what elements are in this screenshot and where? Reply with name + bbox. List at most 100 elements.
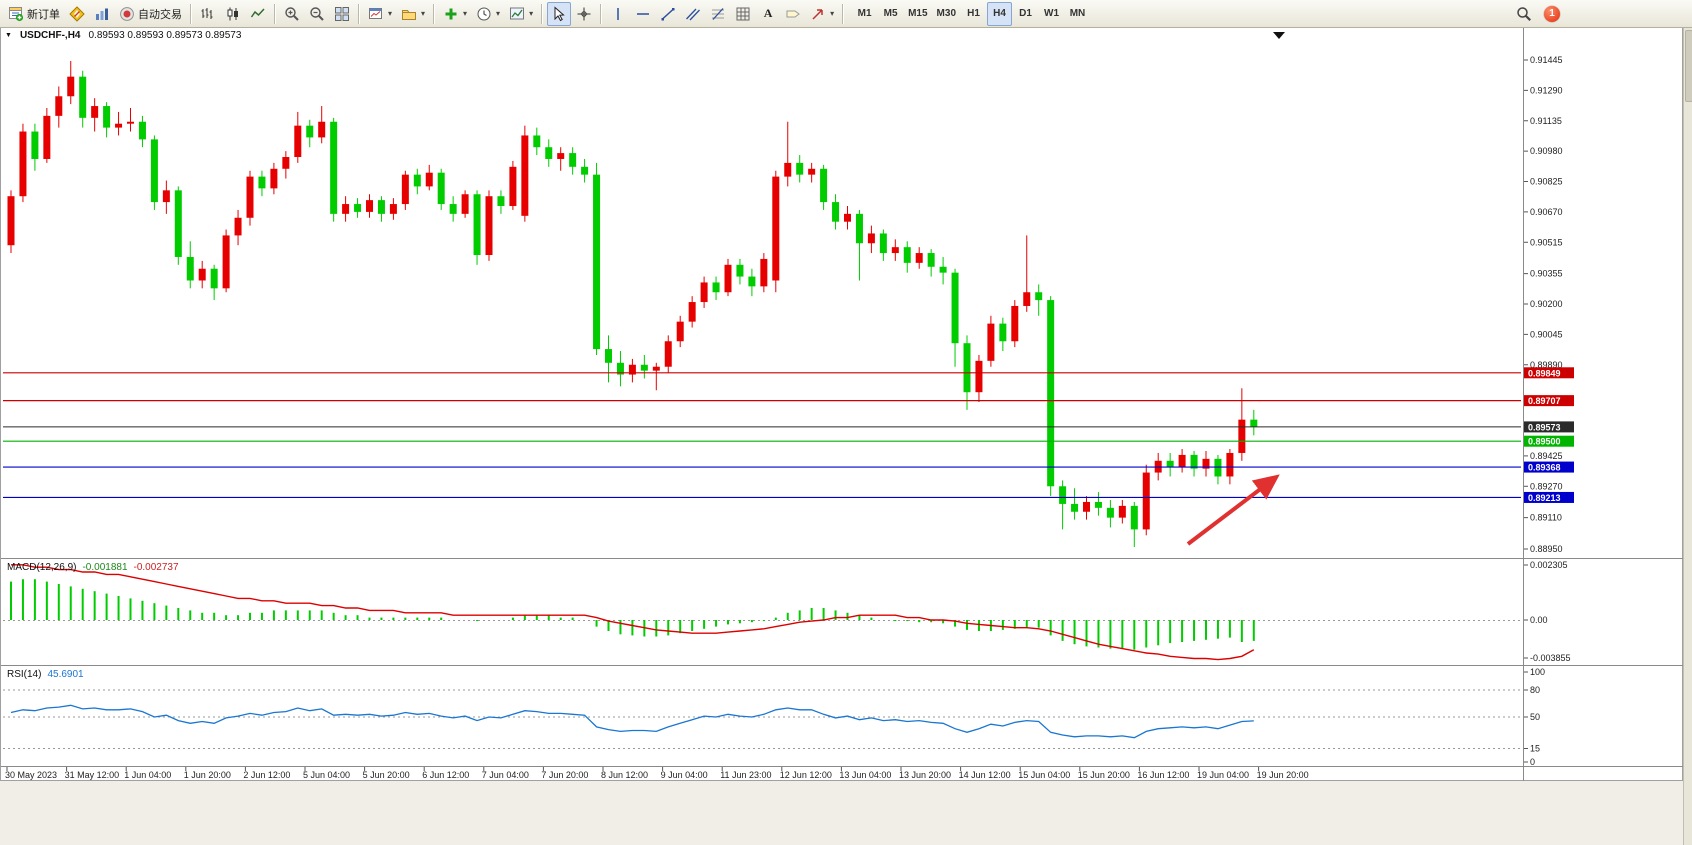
vertical-line-button[interactable] <box>606 2 630 26</box>
timeframe-button-m15[interactable]: M15 <box>904 2 931 26</box>
timeframe-button-w1[interactable]: W1 <box>1039 2 1064 26</box>
bar-chart-button[interactable] <box>196 2 220 26</box>
svg-text:0.89368: 0.89368 <box>1528 463 1561 473</box>
vertical-line-icon <box>617 7 619 20</box>
new-chart-icon <box>369 7 382 19</box>
timeframe-button-m1[interactable]: M1 <box>852 2 877 26</box>
dropdown-arrow-icon: ▾ <box>388 9 393 18</box>
chart-plot[interactable]: 0.91445 0.91290 0.91135 0.90980 0.90825 0.906… <box>1 28 1684 781</box>
timeframe-button-d1[interactable]: D1 <box>1013 2 1038 26</box>
market-watch-button[interactable] <box>90 2 114 26</box>
new-chart-button[interactable]: ▾ <box>364 2 396 26</box>
svg-text:7 Jun 04:00: 7 Jun 04:00 <box>482 770 529 780</box>
new-order-label: 新订单 <box>27 8 60 21</box>
svg-text:13 Jun 20:00: 13 Jun 20:00 <box>899 770 951 780</box>
timeframe-button-mn[interactable]: MN <box>1065 2 1090 26</box>
timeframe-button-h4[interactable]: H4 <box>987 1 1012 26</box>
notification-badge[interactable]: 1 <box>1544 6 1560 22</box>
svg-text:15 Jun 04:00: 15 Jun 04:00 <box>1018 770 1070 780</box>
zoom-in-icon <box>285 6 299 21</box>
zoom-in-button[interactable] <box>280 2 304 26</box>
crosshair-button[interactable] <box>572 2 596 26</box>
line-chart-icon <box>250 7 265 17</box>
chart-window[interactable]: ▼ USDCHF-,H4 0.89593 0.89593 0.89573 0.8… <box>0 28 1684 781</box>
svg-text:0.89890: 0.89890 <box>1530 360 1563 370</box>
svg-text:1 Jun 04:00: 1 Jun 04:00 <box>124 770 171 780</box>
indicators-button[interactable]: ▾ <box>439 2 471 26</box>
toolbar-separator <box>600 3 603 24</box>
cursor-arrow-icon <box>554 5 565 21</box>
dropdown-arrow-icon: ▾ <box>496 9 501 18</box>
templates-button[interactable]: ▾ <box>505 2 537 26</box>
zoom-out-icon <box>310 6 324 21</box>
tile-windows-icon <box>335 6 349 21</box>
svg-text:0.89270: 0.89270 <box>1530 481 1563 491</box>
svg-text:14 Jun 12:00: 14 Jun 12:00 <box>959 770 1011 780</box>
channel-button[interactable] <box>681 2 705 26</box>
svg-text:0.89573: 0.89573 <box>1528 422 1561 432</box>
price-scale: 0.91445 0.91290 0.91135 0.90980 0.90825 0.906… <box>1524 55 1563 554</box>
svg-text:8 Jun 12:00: 8 Jun 12:00 <box>601 770 648 780</box>
text-label-button[interactable] <box>781 2 805 26</box>
periods-button[interactable]: ▾ <box>472 2 504 26</box>
annotations <box>1186 32 1285 546</box>
arrows-button[interactable]: ▾ <box>806 2 838 26</box>
tile-windows-button[interactable] <box>330 2 354 26</box>
svg-text:0.90825: 0.90825 <box>1530 177 1563 187</box>
trendline-button[interactable] <box>656 2 680 26</box>
shapes-button[interactable] <box>731 2 755 26</box>
zoom-out-button[interactable] <box>305 2 329 26</box>
candlestick-chart-button[interactable] <box>221 2 245 26</box>
autotrading-label: 自动交易 <box>138 8 182 21</box>
horizontal-line-icon <box>637 12 650 15</box>
svg-text:0.91445: 0.91445 <box>1530 55 1563 65</box>
market-watch-icon <box>96 8 108 20</box>
trendline-icon <box>661 7 675 20</box>
cursor-button[interactable] <box>547 1 572 26</box>
autotrading-icon <box>120 6 134 21</box>
ohlc-readout: 0.89593 0.89593 0.89573 0.89573 <box>88 30 242 41</box>
svg-text:19 Jun 20:00: 19 Jun 20:00 <box>1257 770 1309 780</box>
macd-main-value: -0.001881 <box>82 562 128 573</box>
timeframe-button-m5[interactable]: M5 <box>878 2 903 26</box>
toolbar: 新订单 自动交易 ▾ ▾ ▾ <box>0 0 1692 28</box>
timeframe-button-m30[interactable]: M30 <box>933 2 960 26</box>
candles <box>7 60 1258 548</box>
dropdown-arrow-icon: ▾ <box>421 9 426 18</box>
profiles-button[interactable]: ▾ <box>397 2 429 26</box>
new-order-button[interactable]: 新订单 <box>4 2 64 26</box>
svg-text:0.89110: 0.89110 <box>1530 513 1562 523</box>
dropdown-arrow-icon: ▾ <box>830 9 835 18</box>
toolbar-separator <box>358 3 360 24</box>
autotrading-button[interactable]: 自动交易 <box>115 2 186 26</box>
trend-arrow-annotation <box>1186 474 1280 546</box>
svg-text:0.90670: 0.90670 <box>1530 207 1563 217</box>
toolbar-separator <box>433 3 436 24</box>
svg-text:50: 50 <box>1530 712 1540 722</box>
line-chart-button[interactable] <box>246 2 270 26</box>
search-button[interactable] <box>1512 2 1536 26</box>
svg-text:100: 100 <box>1530 667 1545 677</box>
vertical-scrollbar[interactable] <box>1683 28 1692 845</box>
svg-text:0.90200: 0.90200 <box>1530 299 1563 309</box>
svg-text:0.90515: 0.90515 <box>1530 237 1563 247</box>
one-click-trading-toggle[interactable]: ▼ <box>5 32 12 39</box>
svg-text:7 Jun 20:00: 7 Jun 20:00 <box>541 770 588 780</box>
svg-text:11 Jun 23:00: 11 Jun 23:00 <box>720 770 771 780</box>
toolbar-separator <box>190 3 192 24</box>
svg-text:31 May 12:00: 31 May 12:00 <box>65 770 120 780</box>
new-order-icon <box>9 6 24 21</box>
svg-text:0.90355: 0.90355 <box>1530 269 1563 279</box>
metaeditor-button[interactable] <box>65 2 89 26</box>
svg-text:15: 15 <box>1530 744 1540 754</box>
rsi-name: RSI(14) <box>7 669 42 680</box>
text-button[interactable]: A <box>756 2 780 26</box>
timeframe-button-h1[interactable]: H1 <box>961 2 986 26</box>
profiles-folder-icon <box>402 9 417 20</box>
horizontal-line-button[interactable] <box>631 2 655 26</box>
svg-text:9 Jun 04:00: 9 Jun 04:00 <box>661 770 708 780</box>
chart-shift-marker-icon <box>1273 32 1285 39</box>
scrollbar-thumb[interactable] <box>1685 30 1692 102</box>
candlestick-chart-icon <box>227 7 238 20</box>
fibonacci-button[interactable] <box>706 2 730 26</box>
